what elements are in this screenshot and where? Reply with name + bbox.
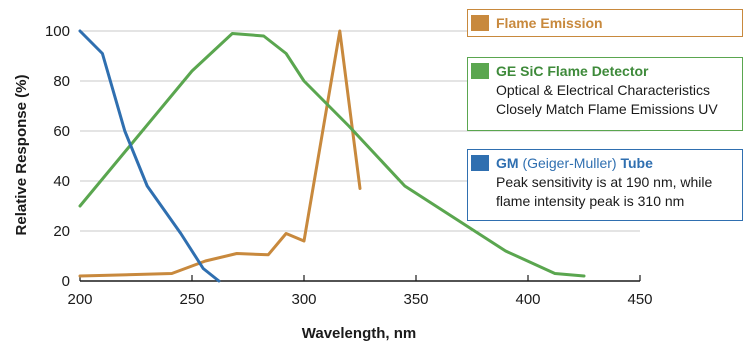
series-lines [78,29,586,283]
legend-gm-tube: GM (Geiger-Muller) Tube Peak sensitivity… [467,149,743,221]
legend-line-ge-sic-2: Closely Match Flame Emissions UV [496,101,718,117]
legend-swatch-ge-sic [471,63,489,79]
legend-title-gm-b: (Geiger-Muller) [518,155,621,171]
legend-title-gm: GM (Geiger-Muller) Tube [496,154,712,173]
series-line-2 [78,29,221,283]
x-tick-label-0: 200 [67,291,92,308]
axes [79,275,641,282]
legend-title-flame: Flame Emission [496,15,603,31]
legend-ge-sic: GE SiC Flame Detector Optical & Electric… [467,57,743,131]
y-tick-label-2: 40 [53,173,70,190]
x-tick-label-1: 250 [179,291,204,308]
x-tick-label-2: 300 [291,291,316,308]
series-line-1 [78,32,586,278]
legend-line-gm-1: Peak sensitivity is at 190 nm, while [496,174,713,190]
x-axis-title: Wavelength, nm [302,325,416,342]
y-tick-label-1: 20 [53,223,70,240]
series-line-0 [78,29,362,278]
tick-labels: 200 250 300 350 400 450 0 20 40 60 80 100 [45,23,653,308]
legend-swatch-gm [471,155,489,171]
legend-title-gm-a: GM [496,155,519,171]
legend-line-ge-sic-1: Optical & Electrical Characteristics [496,82,710,98]
x-tick-label-3: 350 [403,291,428,308]
y-tick-label-5: 100 [45,23,70,40]
y-axis-title: Relative Response (%) [13,75,30,236]
legend-flame-emission: Flame Emission [467,9,743,37]
legend-line-gm-2: flame intensity peak is 310 nm [496,193,685,209]
legend-title-gm-c: Tube [620,155,653,171]
y-tick-label-4: 80 [53,73,70,90]
legend-title-ge-sic: GE SiC Flame Detector [496,63,649,79]
x-tick-label-5: 450 [627,291,652,308]
y-tick-label-3: 60 [53,123,70,140]
legend-swatch-flame [471,15,489,31]
y-tick-label-0: 0 [62,273,70,290]
x-tick-label-4: 400 [515,291,540,308]
